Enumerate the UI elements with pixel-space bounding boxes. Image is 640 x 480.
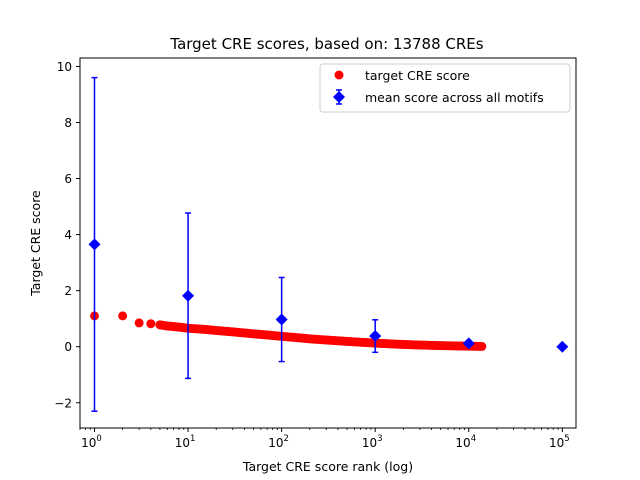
mean-score-point xyxy=(462,337,475,350)
y-axis: −2 0 2 4 6 8 10 xyxy=(54,60,80,410)
x-tick-label: 104 xyxy=(455,434,476,450)
y-tick-label: 2 xyxy=(64,284,72,298)
y-tick-label: 6 xyxy=(64,172,72,186)
x-axis-label: Target CRE score rank (log) xyxy=(242,459,413,474)
target-cre-score-point xyxy=(475,341,485,351)
y-tick-label: 8 xyxy=(64,116,72,130)
mean-score-point xyxy=(88,238,101,251)
y-tick-label: 4 xyxy=(64,228,72,242)
x-tick-label: 101 xyxy=(175,434,196,450)
y-tick-label: 10 xyxy=(57,60,72,74)
plot-area xyxy=(88,76,569,412)
x-tick-label: 103 xyxy=(362,434,383,450)
plot-frame xyxy=(79,57,577,429)
target-cre-score-point xyxy=(134,318,144,328)
x-tick-label: 102 xyxy=(268,434,289,450)
legend-marker-target-cre-score xyxy=(334,70,344,80)
mean-score-point xyxy=(369,330,382,343)
mean-score-point xyxy=(556,340,569,353)
legend-label-mean-score: mean score across all motifs xyxy=(365,90,544,105)
legend-frame xyxy=(319,63,571,113)
legend-marker-mean-score xyxy=(333,91,345,103)
y-tick-label: 0 xyxy=(64,340,72,354)
x-tick-label: 105 xyxy=(549,434,570,450)
mean-score-point xyxy=(182,289,195,302)
target-cre-score-point xyxy=(146,319,156,329)
y-axis-label: Target CRE score xyxy=(28,190,43,297)
target-cre-score-point xyxy=(118,311,128,321)
x-axis: 100 101 102 103 104 105 xyxy=(79,428,570,450)
chart-title: Target CRE scores, based on: 13788 CREs xyxy=(169,35,483,53)
legend: target CRE score mean score across all m… xyxy=(319,63,571,113)
mean-score-point xyxy=(275,313,288,326)
legend-label-target-cre-score: target CRE score xyxy=(365,68,470,83)
y-tick-label: −2 xyxy=(54,396,72,410)
x-tick-label: 100 xyxy=(81,434,102,450)
